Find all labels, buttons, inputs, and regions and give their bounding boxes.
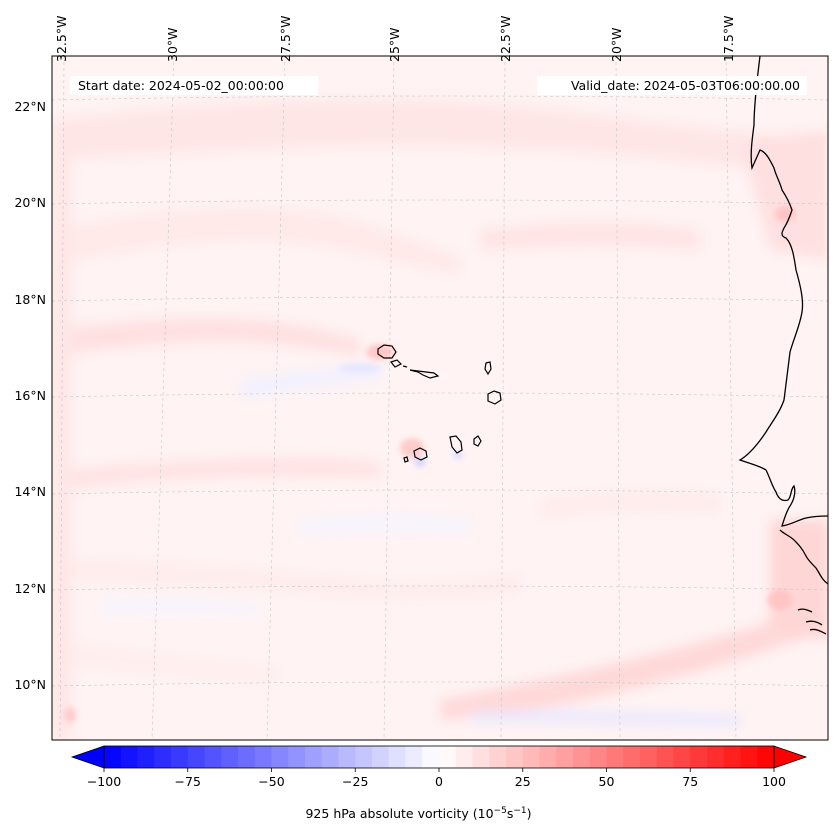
colorbar-segment: [656, 746, 674, 768]
colorbar-tick-label: −25: [342, 774, 368, 789]
colorbar-tick-label: −100: [87, 774, 121, 789]
lon-label: 27.5°W: [278, 16, 293, 62]
colorbar-segment: [238, 746, 256, 768]
colorbar-segment: [589, 746, 607, 768]
lat-label: 20°N: [14, 195, 46, 210]
colorbar-segment: [305, 746, 323, 768]
colorbar-segment: [338, 746, 356, 768]
lon-label: 17.5°W: [721, 16, 736, 62]
santo-antao-island: [377, 344, 397, 359]
colorbar-segment: [723, 746, 741, 768]
brava-island: [403, 456, 409, 463]
colorbar-segment: [556, 746, 574, 768]
colorbar-tick-label: 0: [435, 774, 443, 789]
colorbar-segment: [204, 746, 222, 768]
map-frame: [51, 55, 829, 741]
colorbar-tick-label: 25: [515, 774, 531, 789]
colorbar-extend-left: [70, 745, 105, 769]
valid-date-text: Valid_date: 2024-05-03T06:00:00.00: [571, 78, 800, 93]
colorbar-tick-label: −75: [175, 774, 201, 789]
colorbar-segment: [707, 746, 725, 768]
colorbar-segment: [137, 746, 155, 768]
valid-date-box: Valid_date: 2024-05-03T06:00:00.00: [537, 76, 807, 95]
colorbar-segment: [455, 746, 473, 768]
gambia-guinea-coast: [779, 529, 828, 585]
colorbar-segment: [422, 746, 440, 768]
colorbar-segment: [489, 746, 507, 768]
colorbar-segment: [388, 746, 406, 768]
boa-vista-island: [487, 390, 502, 405]
colorbar-segment: [472, 746, 490, 768]
colorbar-segment: [104, 746, 122, 768]
colorbar-segment: [321, 746, 339, 768]
lon-label: 22.5°W: [498, 16, 513, 62]
colorbar-segment: [187, 746, 205, 768]
fogo-island: [413, 447, 428, 461]
lat-label: 16°N: [14, 388, 46, 403]
colorbar-segment: [539, 746, 557, 768]
colorbar-segment: [171, 746, 189, 768]
colorbar-extend-right: [773, 745, 808, 769]
colorbar-segments: [104, 746, 775, 768]
gridlines: [52, 56, 828, 740]
colorbar-segment: [221, 746, 239, 768]
start-date-text: Start date: 2024-05-02_00:00:00: [78, 78, 284, 93]
lat-labels: 22°N 20°N 18°N 16°N 14°N 12°N 10°N: [14, 99, 46, 692]
colorbar-segment: [405, 746, 423, 768]
maio-island: [473, 435, 482, 447]
africa-coastline: [738, 56, 828, 527]
colorbar-ticks: −100 −75 −50 −25 0 25 50 75 100: [87, 768, 786, 789]
bijagos-islands: [797, 608, 827, 635]
lat-label: 22°N: [14, 99, 46, 114]
colorbar-tick-label: −50: [258, 774, 284, 789]
colorbar-segment: [372, 746, 390, 768]
colorbar-segment: [573, 746, 591, 768]
lon-label: 30°W: [165, 27, 180, 62]
lat-label: 12°N: [14, 581, 46, 596]
start-date-box: Start date: 2024-05-02_00:00:00: [70, 76, 318, 95]
colorbar-segment: [439, 746, 457, 768]
santiago-island: [449, 435, 463, 454]
colorbar-segment: [154, 746, 172, 768]
colorbar-segment: [288, 746, 306, 768]
colorbar-tick-label: 100: [762, 774, 786, 789]
colorbar-segment: [254, 746, 272, 768]
colorbar-segment: [271, 746, 289, 768]
lon-label: 20°W: [609, 27, 624, 62]
lat-label: 14°N: [14, 484, 46, 499]
lat-label: 18°N: [14, 292, 46, 307]
colorbar-segment: [506, 746, 524, 768]
colorbar-segment: [355, 746, 373, 768]
colorbar-tick-label: 75: [682, 774, 698, 789]
colorbar-segment: [522, 746, 540, 768]
lat-label: 10°N: [14, 677, 46, 692]
colorbar-segment: [740, 746, 758, 768]
colorbar-segment: [623, 746, 641, 768]
colorbar-segment: [757, 746, 775, 768]
colorbar-tick-label: 50: [599, 774, 615, 789]
lon-label: 25°W: [387, 27, 402, 62]
colorbar-label: 925 hPa absolute vorticity (10−5s−1): [305, 806, 532, 822]
colorbar-segment: [640, 746, 658, 768]
colorbar-segment: [690, 746, 708, 768]
lon-label: 32.5°W: [54, 16, 69, 62]
sao-nicolau-island: [409, 369, 440, 379]
sao-vicente-island: [389, 359, 403, 368]
colorbar-segment: [606, 746, 624, 768]
sal-island: [484, 361, 492, 376]
lon-labels: 32.5°W 30°W 27.5°W 25°W 22.5°W 20°W 17.5…: [54, 16, 736, 62]
coastlines: [738, 56, 828, 635]
cape-verde-islands: [377, 344, 502, 463]
colorbar-segment: [120, 746, 138, 768]
vorticity-field: [52, 56, 828, 740]
colorbar: −100 −75 −50 −25 0 25 50 75 100: [70, 745, 808, 789]
colorbar-segment: [673, 746, 691, 768]
santa-luzia-island: [402, 365, 408, 368]
